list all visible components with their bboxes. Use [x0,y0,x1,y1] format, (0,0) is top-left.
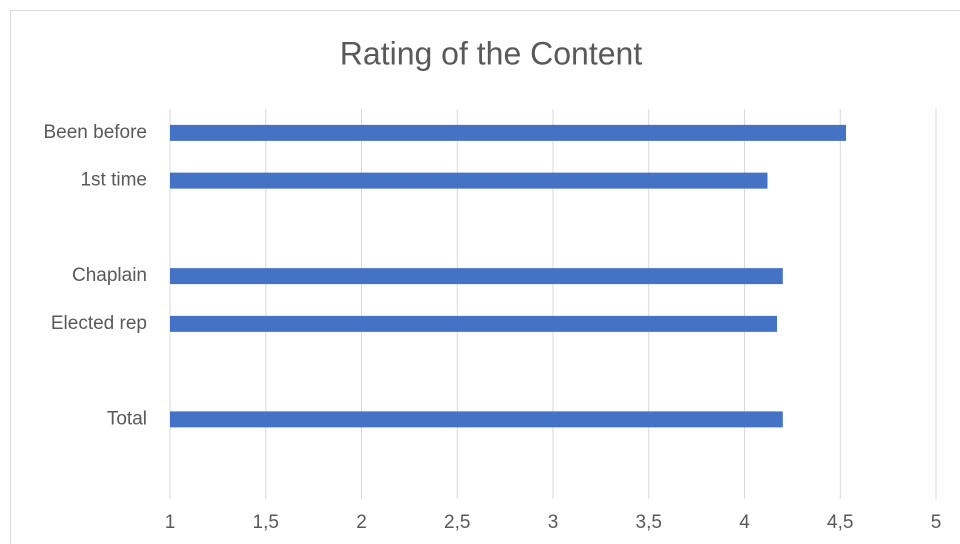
y-tick-label: Elected rep [51,313,147,334]
x-tick-label: 1 [165,512,176,533]
x-tick-label: 4,5 [827,512,853,533]
y-tick-label: Total [107,408,147,429]
bar [170,172,768,189]
y-tick-label: Chaplain [72,265,147,286]
x-tick-label: 1,5 [253,512,279,533]
x-tick-label: 2 [356,512,367,533]
x-tick-label: 4 [739,512,750,533]
x-tick-label: 3,5 [636,512,662,533]
chart-title: Rating of the Content [340,35,643,71]
x-tick-label: 5 [931,512,942,533]
x-tick-label: 3 [548,512,559,533]
bar [170,124,846,141]
x-tick-label: 2,5 [444,512,470,533]
bar [170,268,783,285]
bar [170,315,778,332]
y-tick-label: Been before [43,122,147,143]
y-tick-label: 1st time [80,170,147,191]
bar [170,411,783,428]
